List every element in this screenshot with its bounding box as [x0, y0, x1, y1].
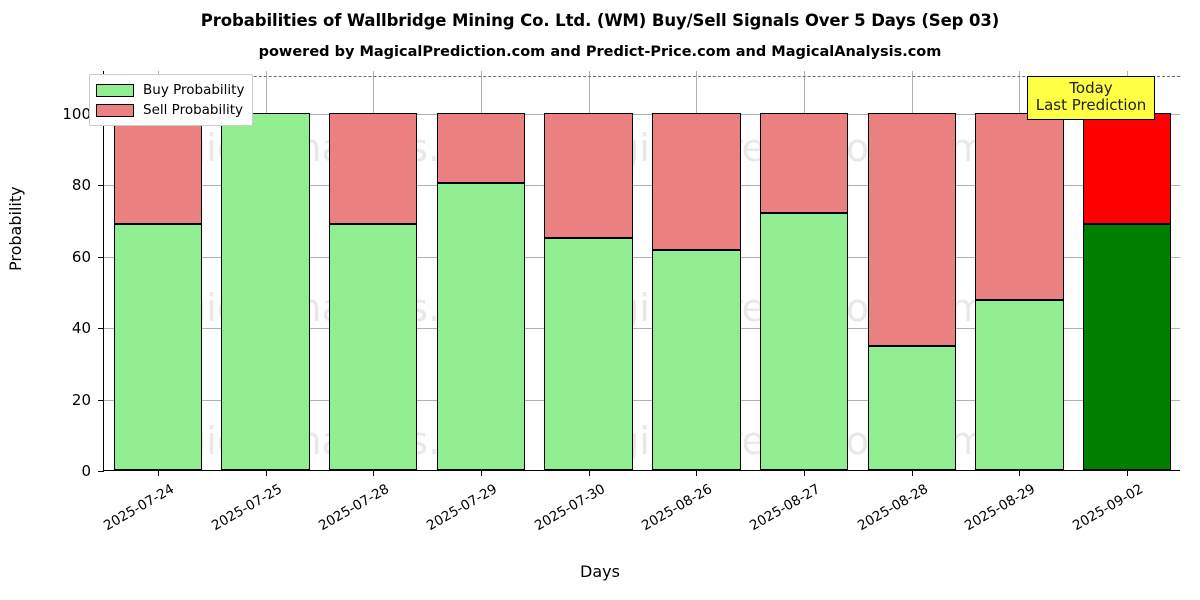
chart-legend: Buy Probability Sell Probability [89, 74, 254, 126]
y-axis-tick [98, 328, 104, 330]
bar-group[interactable] [436, 71, 526, 470]
bar-segment-sell[interactable] [113, 112, 202, 224]
bar-segment-buy[interactable] [759, 212, 849, 470]
x-axis-tick [696, 470, 698, 476]
x-axis-tick [1127, 470, 1129, 476]
legend-swatch-buy [96, 83, 134, 97]
bar-segment-buy[interactable] [544, 237, 633, 470]
y-axis-tick-label: 80 [71, 176, 91, 195]
x-axis-tick [265, 470, 267, 476]
legend-label-buy: Buy Probability [143, 82, 245, 98]
y-axis-tick [98, 185, 104, 187]
x-axis-tick-label: 2025-07-30 [531, 481, 608, 535]
x-axis-tick-label: 2025-07-24 [100, 481, 177, 535]
bar-segment-buy[interactable] [436, 182, 526, 470]
y-axis-tick-label: 0 [81, 462, 91, 480]
bar-group[interactable] [652, 71, 741, 470]
y-axis-tick-label: 20 [71, 390, 91, 409]
bar-group[interactable] [759, 71, 849, 470]
bar-segment-sell[interactable] [544, 112, 633, 238]
bar-segment-sell[interactable] [436, 112, 526, 183]
bar-segment-buy[interactable] [1082, 223, 1172, 470]
y-gridline [104, 185, 1180, 187]
legend-item-buy: Buy Probability [96, 80, 244, 100]
y-gridline [104, 113, 1180, 115]
bar-segment-buy[interactable] [113, 223, 202, 470]
x-axis-tick-label: 2025-08-26 [639, 481, 716, 535]
bar-segment-sell[interactable] [652, 112, 741, 250]
x-axis-title: Days [580, 562, 620, 581]
x-axis-tick [480, 470, 482, 476]
bar-segment-sell[interactable] [1082, 112, 1172, 224]
today-annotation: Today Last Prediction [1027, 76, 1155, 120]
x-axis-tick [804, 470, 806, 476]
bar-group[interactable] [221, 71, 310, 470]
y-axis-tick-label: 60 [71, 247, 91, 266]
y-gridline [104, 256, 1180, 258]
y-gridline [104, 399, 1180, 401]
chart-title: Probabilities of Wallbridge Mining Co. L… [200, 11, 1000, 30]
x-axis-tick-label: 2025-09-02 [1070, 481, 1147, 535]
x-axis-tick-label: 2025-08-27 [747, 481, 824, 535]
x-axis-tick [157, 470, 159, 476]
bar-segment-buy[interactable] [975, 300, 1064, 470]
bar-group[interactable] [113, 71, 202, 470]
y-axis-tick-label: 40 [71, 319, 91, 338]
bar-segment-buy[interactable] [867, 346, 956, 470]
y-gridline [104, 328, 1180, 330]
x-axis-tick-label: 2025-07-28 [316, 481, 393, 535]
y-axis-tick-label: 100 [62, 104, 91, 123]
x-axis-tick-label: 2025-08-28 [854, 481, 931, 535]
bar-group[interactable] [1082, 71, 1172, 470]
chart-subtitle: powered by MagicalPrediction.com and Pre… [258, 44, 942, 60]
bar-segment-buy[interactable] [221, 112, 310, 470]
x-axis-tick [1019, 470, 1021, 476]
bar-segment-sell[interactable] [759, 112, 849, 213]
plot-inner: MagicalAnalysis.comMagicalPrediction.com… [104, 71, 1180, 470]
y-axis-tick [98, 256, 104, 258]
bar-group[interactable] [975, 71, 1064, 470]
bar-segment-buy[interactable] [652, 250, 741, 470]
legend-swatch-sell [96, 103, 134, 117]
x-axis-tick-label: 2025-07-29 [423, 481, 500, 535]
x-axis-tick [588, 470, 590, 476]
bar-segment-sell[interactable] [329, 112, 418, 224]
today-annotation-line2: Last Prediction [1035, 96, 1147, 115]
x-axis-tick-label: 2025-08-29 [962, 481, 1039, 535]
threshold-line [104, 76, 1180, 78]
legend-label-sell: Sell Probability [143, 102, 244, 118]
bar-group[interactable] [867, 71, 956, 470]
bar-segment-sell[interactable] [867, 112, 956, 347]
y-axis-tick [98, 399, 104, 401]
bar-group[interactable] [329, 71, 418, 470]
bar-segment-sell[interactable] [975, 112, 1064, 301]
plot-area: MagicalAnalysis.comMagicalPrediction.com… [98, 71, 1180, 476]
x-axis-tick-label: 2025-07-25 [208, 481, 285, 535]
y-axis-tick [98, 471, 104, 472]
legend-item-sell: Sell Probability [96, 100, 244, 120]
x-axis-tick [373, 470, 375, 476]
x-axis-tick [911, 470, 913, 476]
bar-group[interactable] [544, 71, 633, 470]
today-annotation-line1: Today [1069, 79, 1113, 97]
bar-segment-buy[interactable] [329, 223, 418, 470]
